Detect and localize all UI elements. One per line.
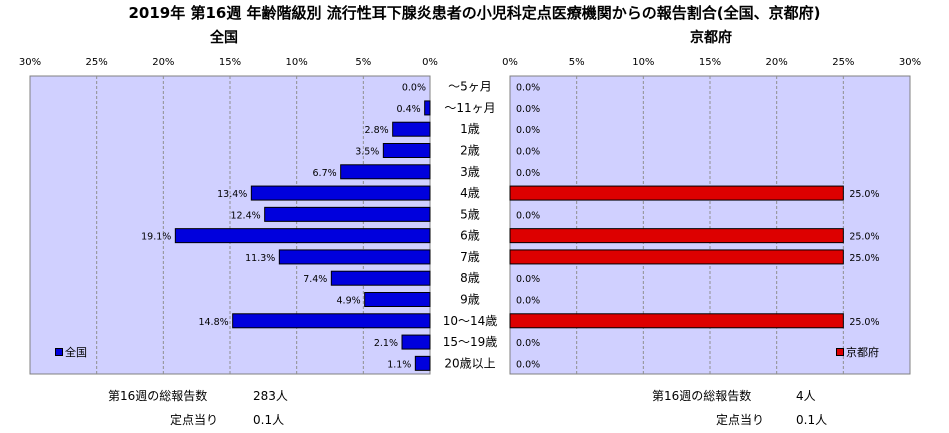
category-label: 9歳 bbox=[460, 293, 480, 307]
category-label: 4歳 bbox=[460, 186, 480, 200]
national-data-label: 6.7% bbox=[313, 168, 337, 179]
national-data-label: 12.4% bbox=[230, 210, 260, 221]
category-label: 20歳以上 bbox=[444, 356, 495, 370]
national-bar bbox=[174, 228, 431, 244]
national-bar bbox=[330, 270, 431, 286]
kyoto-data-label: 25.0% bbox=[849, 189, 879, 200]
category-label: 10～14歳 bbox=[443, 314, 498, 328]
kyoto-bar bbox=[509, 185, 844, 201]
national-legend-label: 全国 bbox=[65, 346, 87, 359]
kyoto-tick-label: 15% bbox=[699, 57, 721, 68]
kyoto-tick-label: 5% bbox=[569, 57, 585, 68]
category-label: 1歳 bbox=[460, 122, 480, 136]
category-label: 6歳 bbox=[460, 229, 480, 243]
kyoto-data-label: 0.0% bbox=[516, 168, 540, 179]
national-legend-swatch bbox=[55, 348, 63, 356]
national-tick-label: 10% bbox=[286, 57, 308, 68]
national-per-label: 定点当り bbox=[170, 413, 219, 427]
category-label: 8歳 bbox=[460, 271, 480, 285]
kyoto-bar bbox=[509, 313, 844, 329]
national-per-value: 0.1人 bbox=[253, 413, 285, 427]
national-tick-label: 30% bbox=[19, 57, 41, 68]
kyoto-total-value: 4人 bbox=[796, 389, 816, 403]
national-bar bbox=[382, 143, 431, 158]
national-bar bbox=[250, 185, 431, 201]
national-data-label: 0.4% bbox=[397, 104, 421, 115]
national-data-label: 11.3% bbox=[245, 253, 275, 264]
national-tick-label: 25% bbox=[86, 57, 108, 68]
category-label: 2歳 bbox=[460, 144, 480, 158]
kyoto-data-label: 0.0% bbox=[516, 296, 540, 307]
category-label: ～5ヶ月 bbox=[448, 80, 492, 94]
kyoto-data-label: 0.0% bbox=[516, 83, 540, 94]
national-data-label: 4.9% bbox=[337, 296, 361, 307]
kyoto-legend-label: 京都府 bbox=[846, 346, 879, 359]
national-tick-label: 5% bbox=[355, 57, 371, 68]
national-data-label: 2.8% bbox=[365, 125, 389, 136]
kyoto-tick-label: 30% bbox=[899, 57, 921, 68]
kyoto-data-label: 25.0% bbox=[849, 232, 879, 243]
national-data-label: 19.1% bbox=[141, 232, 171, 243]
kyoto-total-label: 第16週の総報告数 bbox=[652, 389, 752, 403]
kyoto-tick-label: 0% bbox=[502, 57, 518, 68]
kyoto-bar bbox=[509, 228, 844, 244]
category-label: 15～19歳 bbox=[443, 335, 498, 349]
kyoto-data-label: 0.0% bbox=[516, 125, 540, 136]
kyoto-data-label: 25.0% bbox=[849, 253, 879, 264]
kyoto-legend: 京都府 bbox=[836, 344, 879, 360]
national-data-label: 13.4% bbox=[217, 189, 247, 200]
kyoto-data-label: 0.0% bbox=[516, 210, 540, 221]
kyoto-per-value: 0.1人 bbox=[796, 413, 828, 427]
national-bar bbox=[278, 249, 431, 265]
kyoto-plot-area bbox=[509, 75, 911, 375]
national-bar bbox=[340, 164, 431, 180]
national-bar bbox=[392, 121, 431, 137]
national-bar bbox=[424, 100, 431, 116]
national-tick-label: 15% bbox=[219, 57, 241, 68]
national-data-label: 14.8% bbox=[198, 317, 228, 328]
kyoto-tick-label: 20% bbox=[766, 57, 788, 68]
national-legend: 全国 bbox=[55, 344, 87, 360]
national-total-value: 283人 bbox=[253, 389, 288, 403]
national-data-label: 1.1% bbox=[387, 359, 411, 370]
chart-title: 2019年 第16週 年齢階級別 流行性耳下腺炎患者の小児科定点医療機関からの報… bbox=[128, 4, 821, 22]
kyoto-data-label: 25.0% bbox=[849, 317, 879, 328]
national-tick-label: 0% bbox=[422, 57, 438, 68]
national-tick-label: 20% bbox=[152, 57, 174, 68]
kyoto-per-label: 定点当り bbox=[716, 413, 765, 427]
category-label: ～11ヶ月 bbox=[444, 101, 495, 115]
national-bar bbox=[264, 206, 431, 222]
national-data-label: 2.1% bbox=[374, 338, 398, 349]
kyoto-tick-label: 10% bbox=[632, 57, 654, 68]
kyoto-bar bbox=[509, 249, 844, 265]
national-chart-title: 全国 bbox=[210, 30, 238, 46]
national-bar bbox=[364, 292, 431, 307]
national-bar bbox=[401, 334, 431, 350]
national-bar bbox=[232, 313, 431, 329]
national-data-label: 0.0% bbox=[402, 83, 426, 94]
kyoto-chart-title: 京都府 bbox=[690, 30, 732, 46]
category-label: 3歳 bbox=[460, 165, 480, 179]
kyoto-data-label: 0.0% bbox=[516, 147, 540, 158]
national-total-label: 第16週の総報告数 bbox=[108, 389, 208, 403]
category-label: 7歳 bbox=[460, 250, 480, 264]
kyoto-data-label: 0.0% bbox=[516, 359, 540, 370]
national-data-label: 7.4% bbox=[303, 274, 327, 285]
kyoto-legend-swatch bbox=[836, 348, 844, 356]
national-bar bbox=[414, 355, 431, 371]
national-plot-area bbox=[29, 75, 431, 375]
kyoto-tick-label: 25% bbox=[832, 57, 854, 68]
kyoto-data-label: 0.0% bbox=[516, 274, 540, 285]
category-label: 5歳 bbox=[460, 207, 480, 221]
kyoto-data-label: 0.0% bbox=[516, 338, 540, 349]
national-data-label: 3.5% bbox=[355, 147, 379, 158]
kyoto-data-label: 0.0% bbox=[516, 104, 540, 115]
